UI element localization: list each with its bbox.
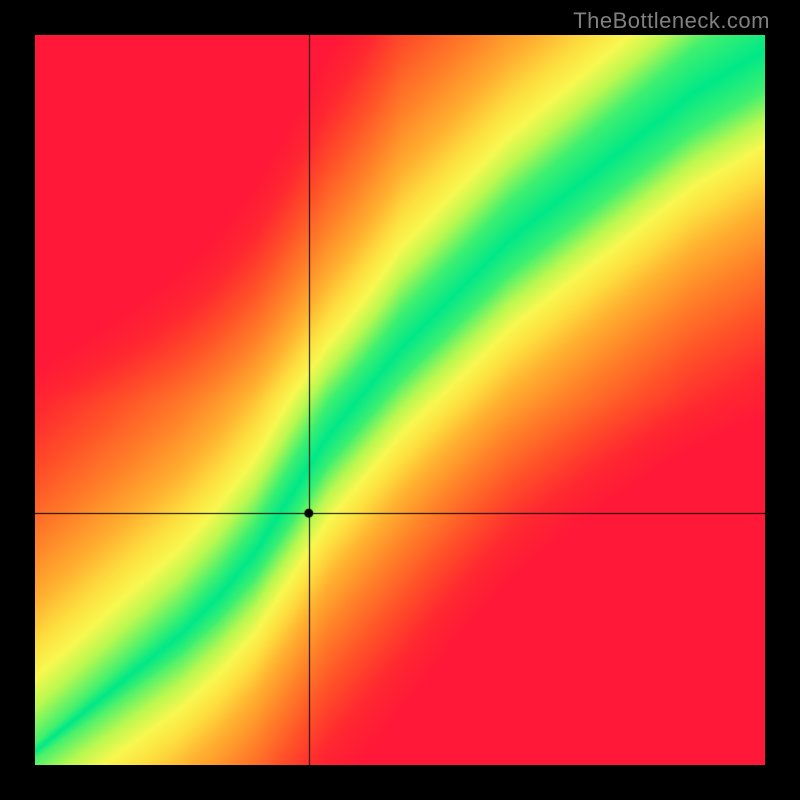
watermark-text: TheBottleneck.com xyxy=(573,8,770,34)
chart-frame: TheBottleneck.com xyxy=(0,0,800,800)
heatmap-canvas xyxy=(35,35,765,765)
heatmap-plot xyxy=(35,35,765,765)
